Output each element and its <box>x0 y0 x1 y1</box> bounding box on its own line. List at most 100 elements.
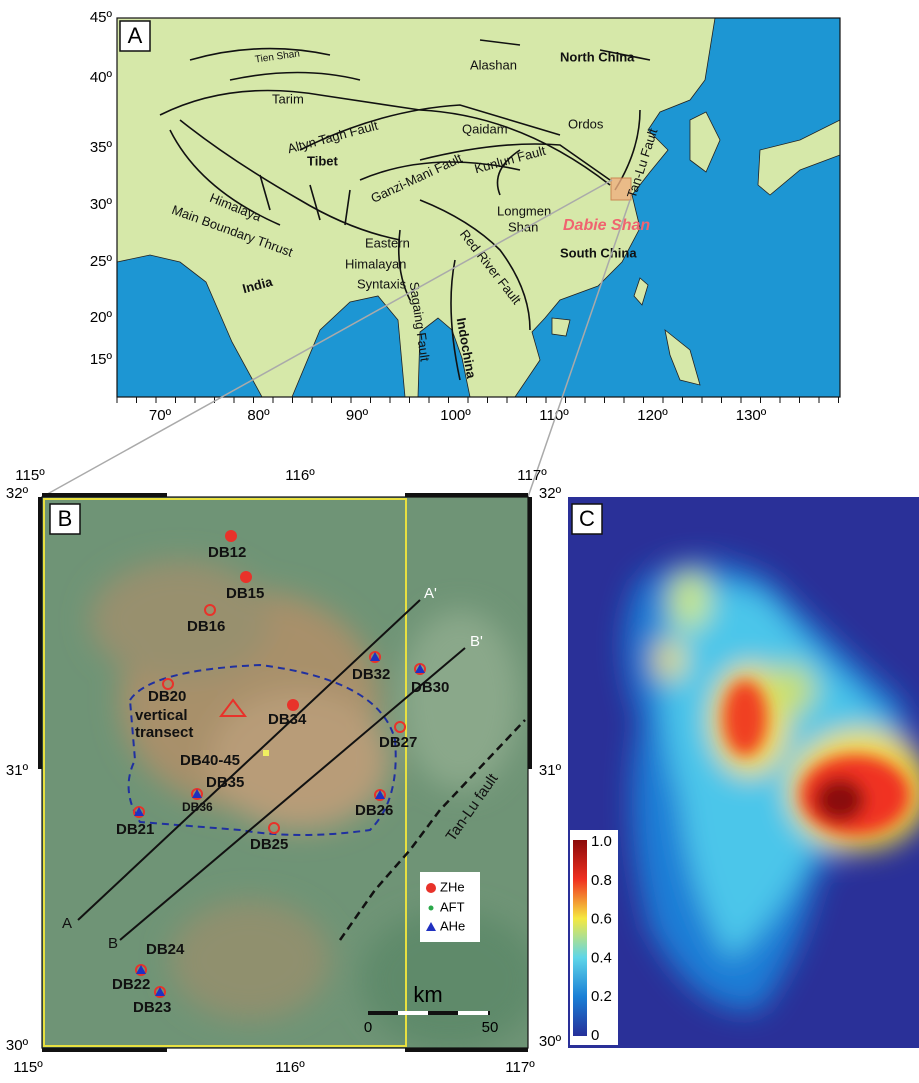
sample-label: DB36 <box>182 800 213 814</box>
panel-a: A Tien Shan Alashan North China Tarim Or… <box>90 9 841 424</box>
lat-label: 31º <box>539 762 562 779</box>
colorbar-label: 0.4 <box>591 949 612 966</box>
sample-label: DB20 <box>148 688 186 705</box>
frame <box>41 496 529 1049</box>
lat-label: 35º <box>90 139 113 156</box>
lon-label: 70º <box>149 407 172 424</box>
feature-label: Tarim <box>272 91 304 106</box>
lat-label: 25º <box>90 253 113 270</box>
lon-label: 120º <box>637 407 668 424</box>
study-area <box>43 498 407 1047</box>
scale-start: 0 <box>364 1019 372 1036</box>
lon-label: 116º <box>285 467 315 484</box>
sample-label: DB24 <box>146 941 185 958</box>
sample-label: DB16 <box>187 618 225 635</box>
sample-label: DB35 <box>206 774 244 791</box>
boundary <box>127 663 397 836</box>
scale-unit: km <box>413 982 442 1007</box>
colorbar-labels: 1.0 0.8 0.6 0.4 0.2 0 <box>591 833 612 1044</box>
lon-labels: 70º 80º 90º 100º 110º 120º 130º <box>116 397 839 424</box>
frame <box>116 17 841 398</box>
lat-label: 20º <box>90 309 113 326</box>
korea <box>689 111 721 173</box>
profile-end: A <box>62 915 72 932</box>
sample-symbols <box>133 530 426 998</box>
legend: ZHe AFT AHe <box>420 872 480 942</box>
lon-label: 116º <box>275 1059 305 1076</box>
lat-label: 40º <box>90 69 113 86</box>
lat-label: 31º <box>6 762 29 779</box>
ticks <box>38 493 532 1052</box>
feature-label: Ordos <box>568 116 604 131</box>
feature-label: Alashan <box>470 57 517 72</box>
sample-label: DB25 <box>250 836 288 853</box>
panel-label: C <box>579 506 595 531</box>
sample-label: DB23 <box>133 999 171 1016</box>
taiwan <box>633 277 649 306</box>
land <box>116 17 716 398</box>
sample-label: DB26 <box>355 802 393 819</box>
sample-label: DB15 <box>226 585 264 602</box>
transect-label: vertical <box>135 707 188 724</box>
lon-label: 115º <box>15 467 45 484</box>
japan <box>757 119 841 196</box>
colorbar-label: 0.6 <box>591 911 612 928</box>
hainan <box>551 317 571 337</box>
sample-label: DB30 <box>411 679 449 696</box>
feature-label: Syntaxis <box>357 276 407 291</box>
lon-label: 90º <box>346 407 369 424</box>
lat-label: 30º <box>90 196 113 213</box>
lon-label: 80º <box>247 407 270 424</box>
panel-label-box <box>571 503 603 535</box>
profile-b <box>119 647 466 941</box>
lon-label: 110º <box>539 407 569 424</box>
colorbar-label: 1.0 <box>591 833 612 850</box>
relief <box>90 560 528 1048</box>
sample-label: DB32 <box>352 666 390 683</box>
feature-label: Tibet <box>307 153 338 168</box>
feature-label: Longmen <box>497 203 551 218</box>
panel-label: A <box>128 23 143 48</box>
lat-label: 30º <box>539 1033 562 1050</box>
feature-label: South China <box>560 245 637 260</box>
connector <box>41 179 613 498</box>
lon-label: 117º <box>517 467 547 484</box>
panel-label-box <box>119 20 151 52</box>
sample-label: DB34 <box>268 711 307 728</box>
lat-label: 15º <box>90 351 113 368</box>
profile-end: B <box>108 935 118 952</box>
lat-label: 45º <box>90 9 113 26</box>
feature-label: Shan <box>508 219 538 234</box>
lon-label: 130º <box>736 407 767 424</box>
legend-label: AFT <box>440 899 465 914</box>
panel-label: B <box>58 506 73 531</box>
lat-label: 32º <box>6 485 29 502</box>
faults <box>159 39 651 381</box>
lon-label: 117º <box>505 1059 535 1076</box>
lat-label: 32º <box>539 485 562 502</box>
lat-label: 30º <box>6 1037 29 1054</box>
profile-end: A' <box>424 585 437 602</box>
profile-end: B' <box>470 633 483 650</box>
sample-label: DB22 <box>112 976 150 993</box>
sample-label: DB27 <box>379 734 417 751</box>
feature-label: Eastern <box>365 235 410 250</box>
scale-bar: km 0 50 <box>364 982 499 1036</box>
feature-label: Dabie Shan <box>563 217 650 234</box>
philippines <box>664 329 701 386</box>
panel-b: DB12 DB15 DB16 DB32 DB30 DB20 DB40-45 DB… <box>6 467 562 1076</box>
scale-end: 50 <box>482 1019 499 1036</box>
legend-label: ZHe <box>440 879 465 894</box>
coord-labels: 115º 116º 117º 115º 116º 117º 32º 31º 30… <box>6 467 562 1076</box>
feature-label: Himalayan <box>345 256 406 271</box>
connector <box>527 199 631 498</box>
sample-label: DB40-45 <box>180 752 240 769</box>
inset-box <box>610 177 632 201</box>
sample-label: DB21 <box>116 821 154 838</box>
lon-label: 115º <box>13 1059 43 1076</box>
legend-label: AHe <box>440 918 465 933</box>
panel-c: C 1.0 0.8 0.6 0.4 0.2 0 <box>568 497 919 1048</box>
feature-label: Qaidam <box>462 121 508 136</box>
tan-lu-fault <box>338 719 526 941</box>
